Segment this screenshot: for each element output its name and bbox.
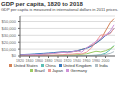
html-text:China: China bbox=[45, 62, 56, 68]
svg-text:$20,000: $20,000 bbox=[8, 39, 17, 44]
svg-text:$30,000: $30,000 bbox=[8, 32, 17, 37]
svg-text:$40,000: $40,000 bbox=[8, 25, 17, 30]
html-text:United Kingdom: United Kingdom bbox=[63, 62, 92, 68]
svg-text:1940: 1940 bbox=[73, 59, 81, 63]
svg-text:1860: 1860 bbox=[35, 59, 43, 63]
svg-text:1840: 1840 bbox=[26, 59, 34, 63]
svg-text:$0: $0 bbox=[12, 53, 17, 58]
svg-text:1960: 1960 bbox=[83, 59, 91, 63]
svg-text:1880: 1880 bbox=[45, 59, 53, 63]
svg-text:1980: 1980 bbox=[92, 59, 100, 63]
html-text:GDP per capita, 1820 to 2018: GDP per capita, 1820 to 2018 bbox=[1, 1, 83, 7]
svg-text:2000: 2000 bbox=[102, 59, 110, 63]
html-text:Brazil: Brazil bbox=[34, 67, 45, 73]
svg-text:1820: 1820 bbox=[16, 59, 24, 63]
svg-text:1920: 1920 bbox=[64, 59, 72, 63]
html-text:GDP per capita is measured in: GDP per capita is measured in internatio… bbox=[1, 7, 118, 12]
svg-text:$10,000: $10,000 bbox=[8, 46, 17, 51]
svg-text:1900: 1900 bbox=[54, 59, 62, 63]
html-text:India: India bbox=[99, 62, 108, 68]
html-text:Germany: Germany bbox=[70, 67, 87, 73]
svg-text:$50,000: $50,000 bbox=[8, 18, 17, 23]
html-text:Japan: Japan bbox=[52, 67, 63, 73]
html-text:United States: United States bbox=[13, 62, 38, 68]
